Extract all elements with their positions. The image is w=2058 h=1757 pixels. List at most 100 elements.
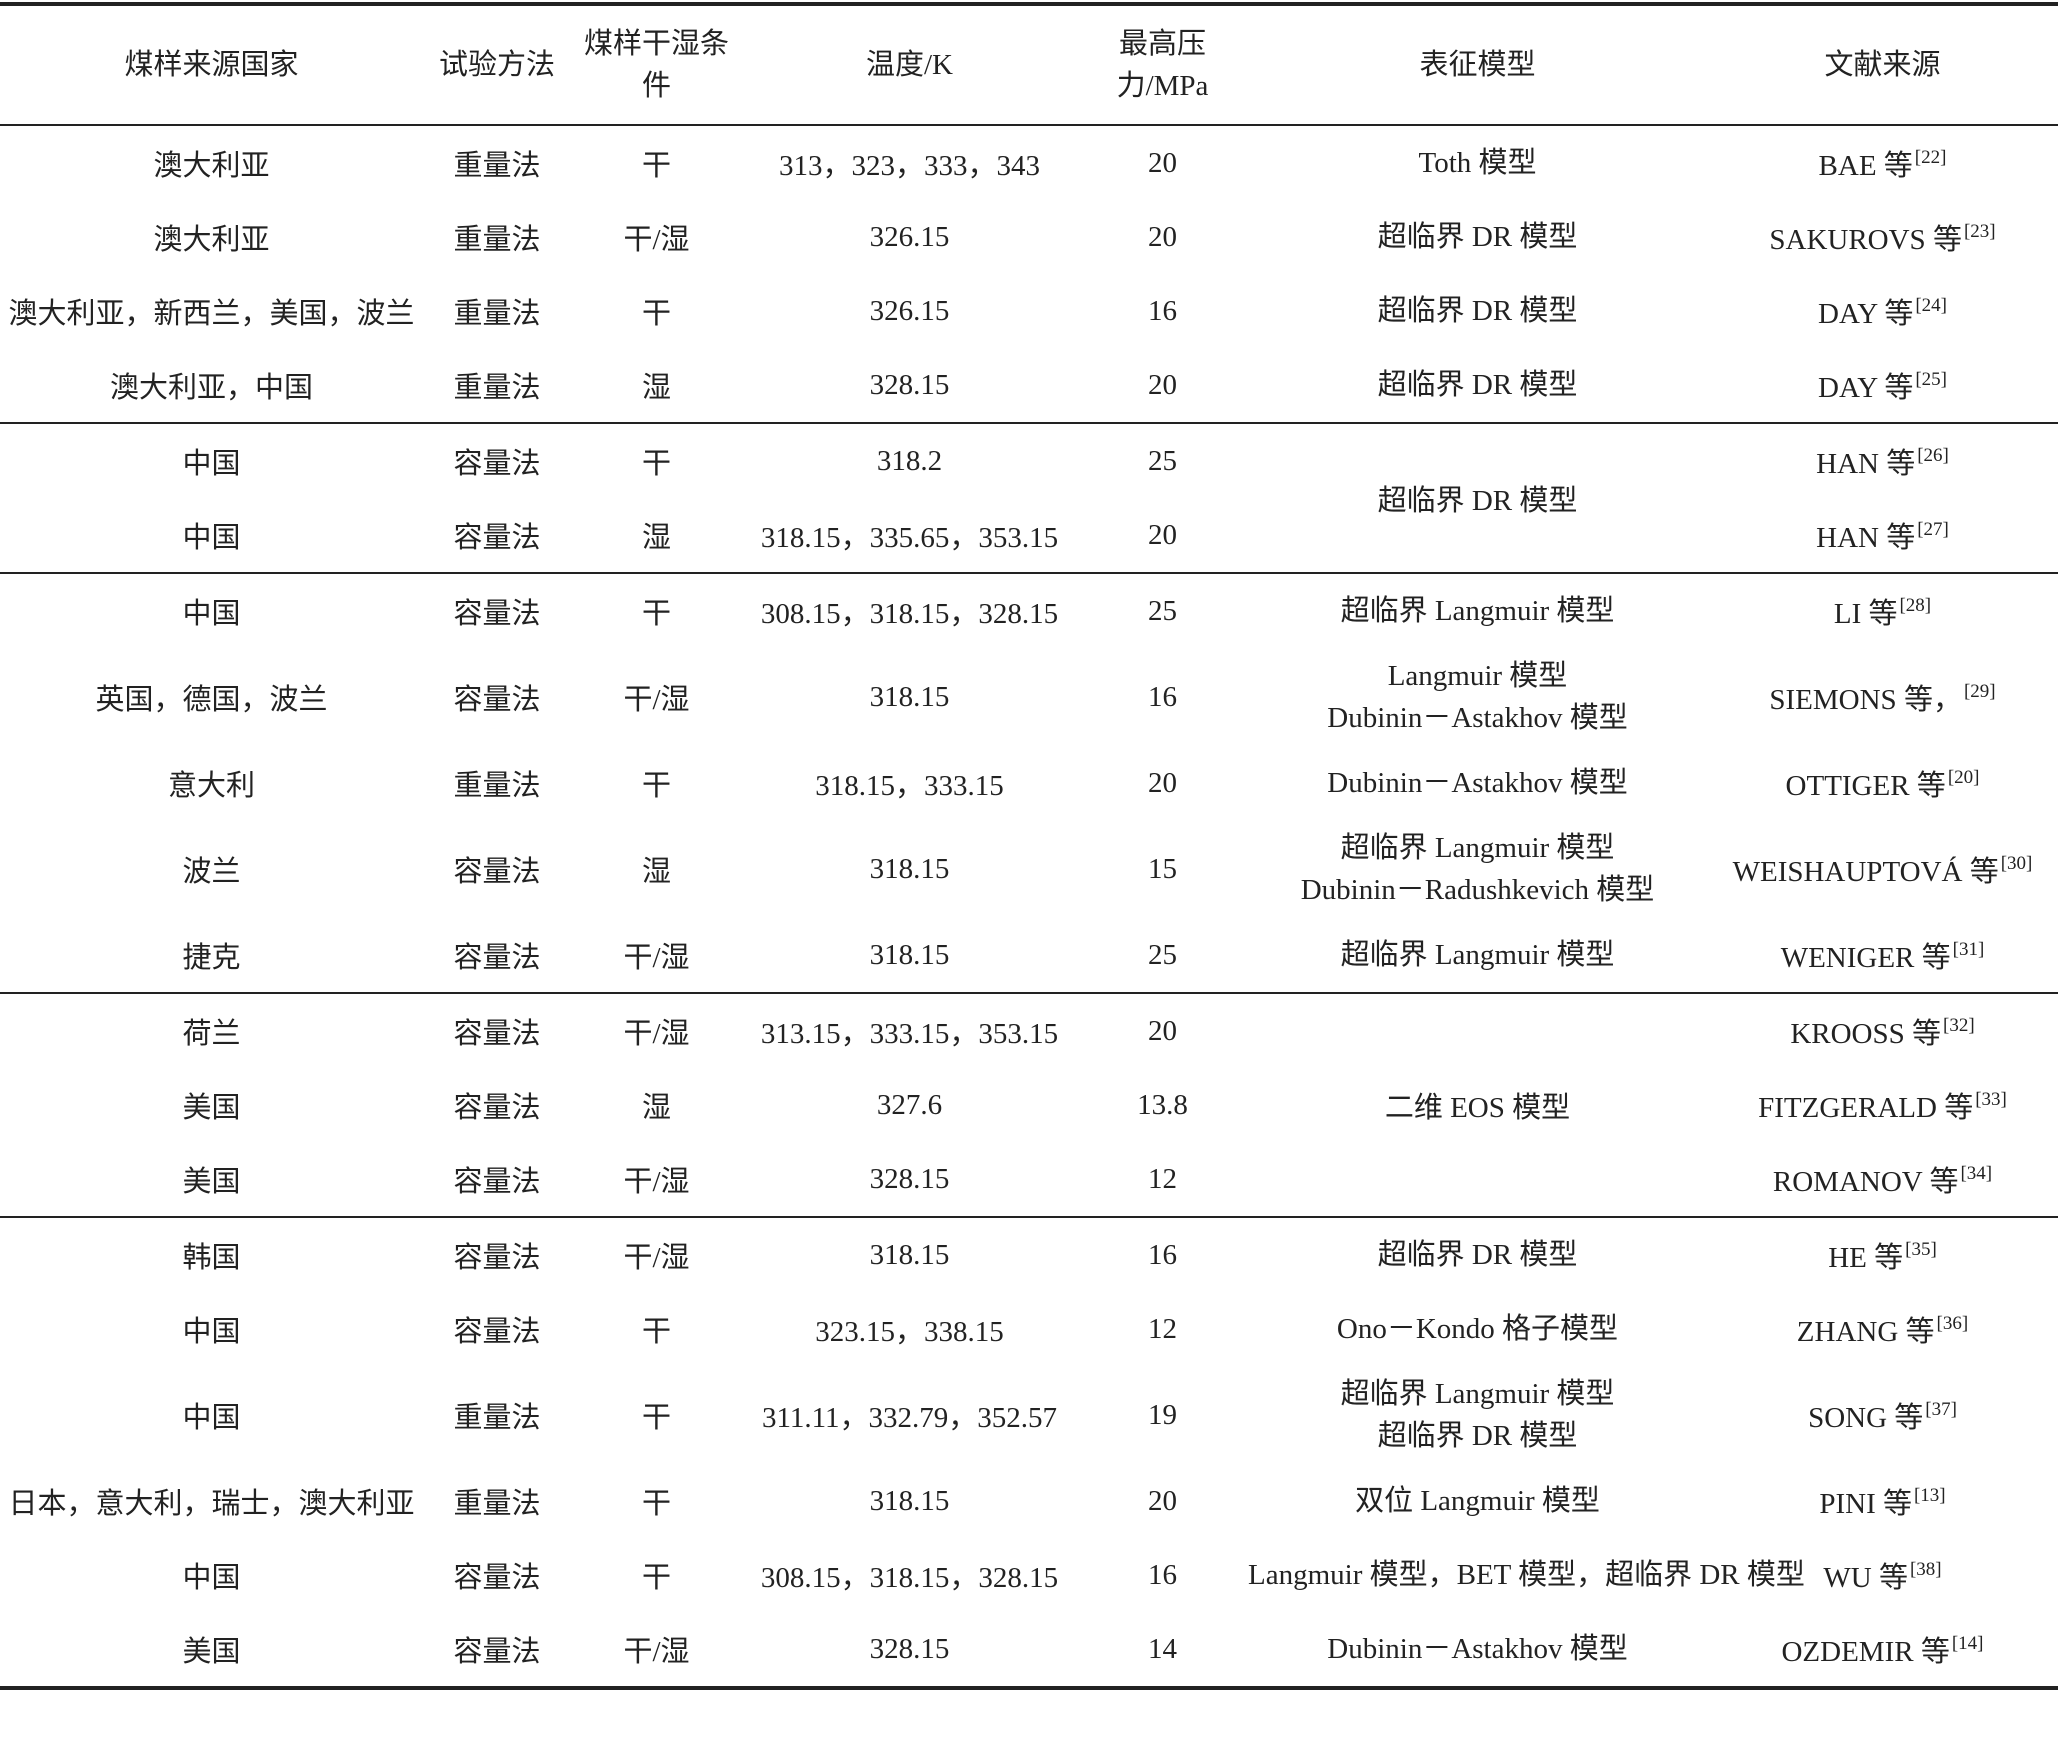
ref-cite: [25]	[1915, 369, 1947, 390]
ref-name: FITZGERALD 等	[1758, 1092, 1974, 1124]
method-cell: 容量法	[423, 648, 571, 746]
method: 容量法	[453, 942, 541, 974]
pressure-cell: 14	[1077, 1612, 1248, 1690]
ref-cell: WU 等 [38]	[1707, 1538, 2058, 1612]
pressure-cell: 20	[1077, 125, 1248, 200]
method: 容量法	[453, 598, 541, 630]
method-cell: 容量法	[423, 498, 571, 573]
temperature: 326.15	[869, 294, 950, 327]
condition: 湿	[641, 856, 671, 888]
condition: 干/湿	[623, 1636, 690, 1668]
method-cell: 容量法	[423, 1292, 571, 1366]
ref-cell: FITZGERALD 等 [33]	[1707, 1068, 2058, 1142]
ref-cell: HAN 等 [27]	[1707, 498, 2058, 573]
pressure-cell: 16	[1077, 1538, 1248, 1612]
ref-cite: [23]	[1963, 221, 1996, 242]
country-cell: 捷克	[0, 918, 423, 993]
model-cell: 超临界 DR 模型	[1248, 274, 1707, 348]
country: 中国	[182, 598, 241, 630]
country-cell: 中国	[0, 1292, 423, 1366]
pressure-cell: 19	[1077, 1366, 1248, 1464]
ref-cell: DAY 等 [24]	[1707, 274, 2058, 348]
model-line: Dubinin－Astakhov 模型	[1327, 702, 1628, 734]
pressure: 16	[1148, 680, 1177, 713]
country: 韩国	[182, 1242, 241, 1274]
pressure-cell: 12	[1077, 1142, 1248, 1217]
model-line: Langmuir 模型，BET 模型，超临界 DR 模型	[1248, 1558, 1805, 1591]
table-row: 韩国 容量法 干/湿 318.15 16 超临界 DR 模型 HE 等 [35]	[0, 1216, 2058, 1292]
pressure: 20	[1148, 1014, 1177, 1047]
condition-cell: 干/湿	[571, 1142, 742, 1217]
condition-cell: 干	[571, 1464, 742, 1538]
ref-cite: [30]	[2000, 853, 2033, 874]
method-cell: 容量法	[423, 918, 571, 993]
table-row: 澳大利亚，新西兰，美国，波兰 重量法 干 326.15 16 超临界 DR 模型 DAY 等…	[0, 274, 2058, 348]
method: 容量法	[453, 1092, 541, 1124]
method: 容量法	[453, 856, 541, 888]
method: 容量法	[453, 684, 541, 716]
condition-cell: 干/湿	[571, 992, 742, 1068]
ref-name: SAKUROVS 等	[1769, 224, 1962, 256]
model-cell: 超临界 DR 模型	[1248, 1216, 1707, 1292]
country: 澳大利亚	[153, 150, 270, 182]
table-row: 日本，意大利，瑞士，澳大利亚 重量法 干 318.15 20 双位 Langmuir 模型…	[0, 1464, 2058, 1538]
method: 重量法	[453, 298, 541, 330]
model-cell: Langmuir 模型，BET 模型，超临界 DR 模型	[1248, 1538, 1805, 1612]
temperature-cell: 318.15	[742, 1216, 1077, 1292]
method-cell: 容量法	[423, 1216, 571, 1292]
pressure: 14	[1148, 1632, 1177, 1665]
table-row: 澳大利亚 重量法 干/湿 326.15 20 超临界 DR 模型 SAKUROVS 等 [23…	[0, 200, 2058, 274]
header-cell: 最高压力/MPa	[1077, 2, 1248, 126]
temperature-cell: 327.6	[742, 1068, 1077, 1142]
model-cell: 双位 Langmuir 模型	[1248, 1464, 1707, 1538]
condition-cell: 湿	[571, 820, 742, 918]
model-line: Dubinin－Astakhov 模型	[1327, 1632, 1628, 1665]
ref-cite: [24]	[1915, 295, 1947, 316]
country-cell: 中国	[0, 1366, 423, 1464]
table-row: 美国 容量法 干/湿 328.15 12 ROMANOV 等 [34]	[0, 1142, 2058, 1217]
ref-cite: [26]	[1917, 445, 1949, 466]
method-cell: 重量法	[423, 200, 571, 274]
country: 澳大利亚	[153, 224, 270, 256]
ref-name: DAY 等	[1818, 372, 1914, 404]
pressure-cell: 16	[1077, 274, 1248, 348]
temperature-cell: 318.15，333.15	[742, 746, 1077, 820]
model-line: 超临界 Langmuir 模型	[1340, 594, 1615, 627]
model-cell: 超临界 DR 模型	[1248, 200, 1707, 274]
condition: 干/湿	[623, 942, 690, 974]
condition-cell: 干/湿	[571, 648, 742, 746]
condition-cell: 干	[571, 1292, 742, 1366]
method-cell: 重量法	[423, 274, 571, 348]
table-row: 英国，德国，波兰 容量法 干/湿 318.15 16 Langmuir 模型 Dubinin…	[0, 648, 2058, 746]
country: 英国，德国，波兰	[95, 684, 328, 716]
ref-cite: [33]	[1975, 1089, 2007, 1110]
pressure: 16	[1148, 1238, 1177, 1271]
ref-cite: [34]	[1960, 1163, 1993, 1184]
table-row: 中国 容量法 干 323.15，338.15 12 Ono－Kondo 格子模型 ZHANG…	[0, 1292, 2058, 1366]
ref-name: WEISHAUPTOVÁ 等	[1732, 856, 1999, 888]
condition-cell: 干/湿	[571, 918, 742, 993]
model-cell: Dubinin－Astakhov 模型	[1248, 746, 1707, 820]
header-cell: 文献来源	[1707, 2, 2058, 126]
model-line: 超临界 DR 模型	[1377, 1238, 1578, 1271]
method: 容量法	[453, 1242, 541, 1274]
temperature: 318.15，335.65，353.15	[760, 522, 1059, 554]
pressure-cell: 25	[1077, 422, 1248, 498]
method: 重量法	[453, 770, 541, 802]
model-line: 超临界 DR 模型	[1377, 368, 1578, 401]
ref-cite: [27]	[1917, 519, 1949, 540]
ref-cell: WENIGER 等 [31]	[1707, 918, 2058, 993]
temperature-cell: 328.15	[742, 348, 1077, 423]
country: 澳大利亚，中国	[109, 372, 313, 404]
country: 美国	[182, 1092, 241, 1124]
ref-name: ZHANG 等	[1796, 1316, 1935, 1348]
pressure-cell: 20	[1077, 992, 1248, 1068]
ref-cell: KROOSS 等 [32]	[1707, 992, 2058, 1068]
temperature-cell: 313.15，333.15，353.15	[742, 992, 1077, 1068]
temperature-cell: 323.15，338.15	[742, 1292, 1077, 1366]
method: 容量法	[453, 448, 541, 480]
temperature: 328.15	[869, 368, 950, 401]
table-row: 美国 容量法 湿 327.6 13.8 FITZGERALD 等 [33]	[0, 1068, 2058, 1142]
condition: 干/湿	[623, 1018, 690, 1050]
method-cell: 重量法	[423, 1464, 571, 1538]
